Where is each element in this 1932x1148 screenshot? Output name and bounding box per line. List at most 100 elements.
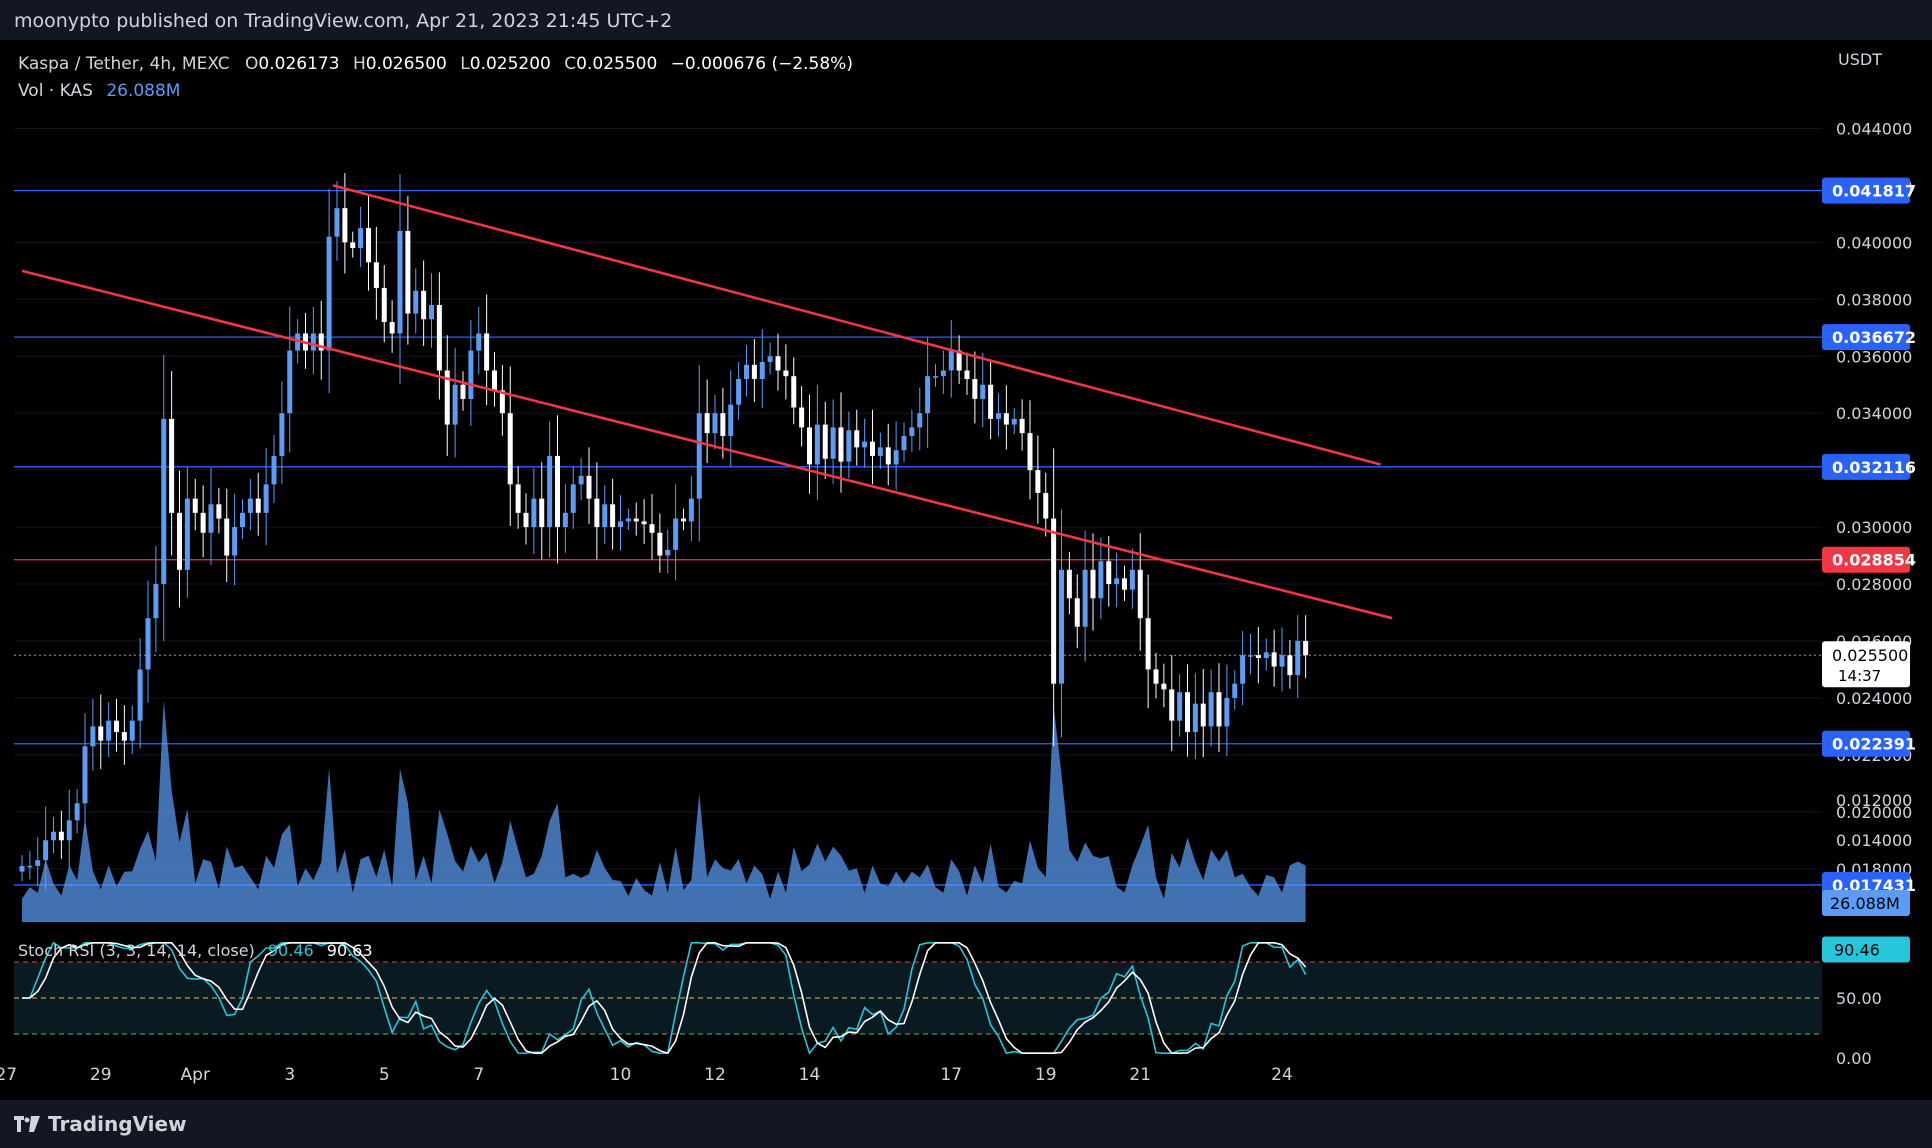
candle-body [43, 840, 49, 861]
candle-body [618, 521, 623, 528]
candle [1232, 670, 1238, 710]
candle [177, 470, 182, 608]
candle-body [972, 379, 978, 399]
candle-body [184, 498, 190, 570]
candle [240, 499, 245, 540]
candle [74, 788, 80, 834]
candle-body [885, 447, 891, 465]
candle-body [90, 726, 96, 747]
candle [35, 837, 41, 887]
candle [1279, 627, 1285, 692]
candle-body [1066, 569, 1072, 599]
level-badge-box [1822, 177, 1910, 204]
candle [366, 196, 371, 291]
candle [1059, 509, 1064, 738]
candle [846, 411, 852, 479]
candle [82, 713, 88, 833]
candle [1027, 400, 1033, 500]
candle-body [1279, 655, 1285, 667]
candle-body [775, 356, 781, 371]
stoch-k-badge: 90.46 [1834, 940, 1880, 959]
candle [350, 231, 356, 258]
change-value: −0.000676 (−2.58%) [671, 54, 853, 74]
candle-body [830, 427, 836, 459]
tradingview-logo[interactable]: TradingView [14, 1112, 187, 1136]
candle [649, 494, 655, 560]
x-tick: 7 [473, 1065, 484, 1085]
candle [870, 409, 875, 485]
candle-body [783, 370, 789, 377]
candle-body [744, 364, 749, 380]
candle-body [98, 726, 104, 741]
close-key: C [564, 54, 576, 74]
candle-body [1082, 569, 1088, 627]
candle-body [901, 435, 907, 451]
candle [854, 409, 860, 466]
candle-body [814, 424, 820, 465]
candle [452, 347, 458, 458]
candle-body [468, 350, 474, 399]
price-tick: 0.036000 [1836, 347, 1912, 366]
candle-body [870, 441, 875, 456]
candle-body [1019, 418, 1025, 434]
candle [263, 447, 269, 546]
candle [885, 423, 891, 486]
level-badge: 0.036672 [1832, 328, 1916, 347]
candle [799, 386, 805, 447]
candle [1216, 663, 1222, 753]
candle [696, 365, 702, 542]
candle-body [58, 831, 64, 841]
candle [389, 300, 395, 353]
candle-body [240, 512, 245, 528]
candle-body [822, 424, 828, 459]
candle [255, 472, 261, 536]
trendline-upper [332, 184, 1381, 466]
candle-body [66, 820, 72, 841]
candle [43, 806, 49, 891]
candle-body [460, 384, 466, 399]
candle-body [602, 504, 608, 528]
stoch-tick: 0.00 [1836, 1049, 1872, 1068]
candle-body [413, 290, 419, 314]
candle-body [153, 584, 159, 619]
candle [129, 705, 135, 755]
x-tick: 14 [799, 1065, 821, 1085]
candle-body [1145, 618, 1151, 670]
candle [578, 458, 584, 501]
x-tick: 12 [704, 1065, 726, 1085]
candle-body [334, 208, 340, 237]
candle [610, 478, 616, 550]
candle [381, 265, 387, 343]
candle [232, 493, 238, 586]
candle-body [933, 376, 938, 378]
candle [1169, 655, 1175, 752]
candle-body [1011, 418, 1017, 425]
candle [476, 306, 482, 375]
volume-badge: 26.088M [1830, 894, 1900, 913]
candle [893, 421, 899, 491]
candle [877, 432, 883, 469]
candle [1098, 537, 1104, 620]
price-chart[interactable]: 0.0440000.0420000.0400000.0380000.036000… [0, 40, 1932, 1100]
candle-body [1208, 692, 1214, 727]
price-tick: 0.040000 [1836, 233, 1912, 252]
candle [137, 638, 143, 749]
high-value: 0.026500 [366, 54, 447, 74]
candle-body [121, 732, 127, 741]
candle [681, 508, 686, 531]
candle-body [381, 287, 387, 323]
publish-header: moonypto published on TradingView.com, A… [0, 0, 1932, 40]
candle [1185, 664, 1190, 757]
candle-body [1303, 640, 1309, 656]
candle-body [1240, 655, 1246, 684]
footer: TradingView [0, 1100, 1932, 1148]
candle [1090, 533, 1096, 631]
candle-body [523, 512, 529, 528]
candle [1208, 669, 1214, 747]
candle [1224, 664, 1230, 756]
x-tick: 19 [1035, 1065, 1057, 1085]
candle-body [492, 370, 497, 391]
price-tick: 0.024000 [1836, 689, 1912, 708]
level-badge-box [1822, 546, 1910, 573]
tradingview-icon [14, 1116, 40, 1132]
